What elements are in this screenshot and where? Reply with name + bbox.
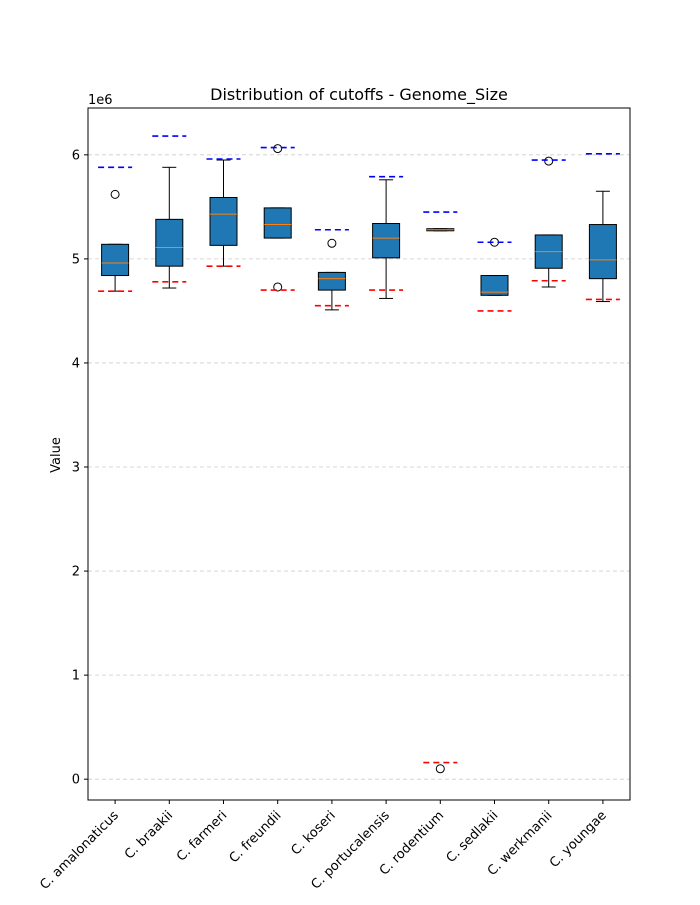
y-tick-label: 4 (72, 356, 80, 371)
x-tick-label: C. braakii (122, 808, 176, 862)
box-group (477, 237, 512, 312)
y-tick-label: 6 (72, 148, 80, 163)
box-group (260, 144, 295, 292)
y-tick-label: 0 (72, 773, 80, 788)
outlier-point (327, 238, 337, 248)
box-group (206, 158, 241, 267)
x-tick-label: C. amalonaticus (37, 808, 122, 893)
box-iqr (101, 243, 130, 277)
box-iqr (480, 275, 509, 296)
box-iqr (155, 218, 184, 267)
x-tick-label: C. sedlakii (444, 808, 502, 866)
outlier-point (273, 144, 283, 154)
x-tick-label: C. koseri (288, 808, 338, 858)
y-scale-label: 1e6 (88, 93, 113, 108)
y-axis-ticks: 0 1 2 3 4 5 6 (72, 148, 88, 788)
outlier-point (110, 189, 120, 199)
y-tick-label: 3 (72, 461, 80, 476)
box-group (369, 175, 404, 299)
plot-frame (87, 107, 631, 801)
box-iqr (317, 271, 346, 291)
y-axis-label: Value (49, 437, 64, 473)
y-tick-label: 5 (72, 252, 80, 267)
box-group (152, 135, 187, 289)
chart-title: Distribution of cutoffs - Genome_Size (210, 85, 508, 105)
box-iqr (588, 224, 617, 280)
box-iqr (263, 207, 292, 239)
box-group (423, 211, 458, 774)
outlier-point (435, 764, 445, 774)
box-iqr (372, 223, 401, 259)
box-group (531, 156, 566, 288)
outlier-point (544, 156, 554, 166)
box-group (585, 152, 620, 303)
outlier-point (273, 282, 283, 292)
box-group (98, 166, 133, 292)
y-tick-label: 1 (72, 669, 80, 684)
y-tick-label: 2 (72, 565, 80, 580)
x-tick-label: C. freundii (227, 808, 285, 866)
x-tick-label: C. farmeri (174, 808, 230, 864)
x-tick-label: C. youngae (547, 808, 610, 871)
boxes-layer (98, 135, 620, 774)
box-group (314, 228, 349, 311)
box-iqr (209, 196, 238, 246)
